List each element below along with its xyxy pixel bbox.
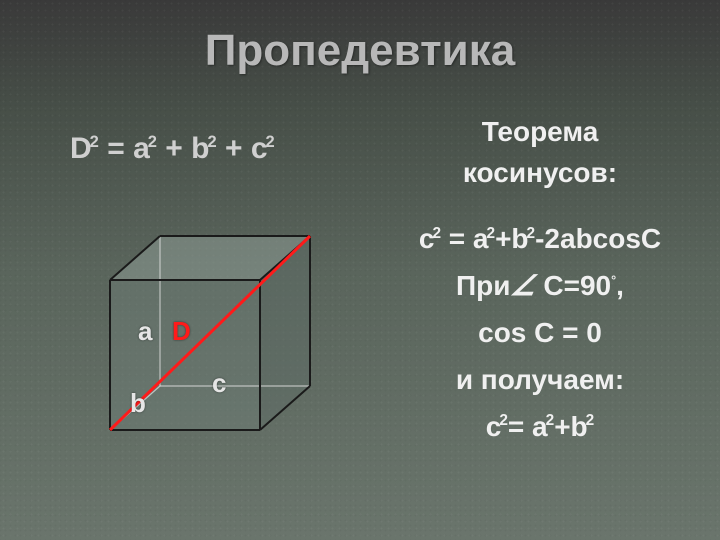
sup-2: 2 [148, 133, 157, 151]
plus: + [554, 411, 570, 442]
sup-2: 2 [586, 412, 595, 429]
post: , [616, 270, 624, 301]
diagonal-formula: D2 = a2 + b2 + c2 [70, 132, 275, 166]
eq: = [99, 132, 133, 165]
pre: При [456, 270, 510, 301]
cube-svg [90, 220, 330, 460]
sup-2: 2 [499, 412, 508, 429]
tail: 2abcosC [544, 223, 661, 254]
plus: + [495, 223, 511, 254]
label-c: c [212, 368, 226, 399]
slide-title: Пропедевтика [0, 26, 720, 76]
cube-figure: a D c b [90, 220, 330, 460]
angle-condition-line: При∠ C=90°, [390, 266, 690, 308]
plus: + [217, 132, 251, 165]
cos-law-line: c2 = a2+b2-2abcosC [390, 219, 690, 260]
and-get-line: и получаем: [390, 360, 690, 401]
sup-2: 2 [432, 225, 441, 242]
b: b [511, 223, 528, 254]
term-D: D [70, 132, 92, 165]
sup-2: 2 [546, 412, 555, 429]
cosine-theorem-block: Теорема косинусов: c2 = a2+b2-2abcosC Пр… [390, 112, 690, 453]
sup-2: 2 [207, 133, 216, 151]
pythagoras-line: c2= a2+b2 [390, 407, 690, 448]
theorem-title: Теорема косинусов: [390, 112, 690, 193]
theorem-title-l1: Теорема [482, 116, 599, 147]
sup-2: 2 [266, 133, 275, 151]
label-b: b [130, 388, 146, 419]
sup-2: 2 [90, 133, 99, 151]
eq: = [508, 411, 532, 442]
sup-2: 2 [487, 225, 496, 242]
sup-2: 2 [527, 225, 536, 242]
mid: C=90 [536, 270, 612, 301]
label-a: a [138, 316, 152, 347]
theorem-title-l2: косинусов: [463, 157, 617, 188]
angle-icon: ∠ [507, 267, 539, 308]
cos-zero-line: cos C = 0 [390, 313, 690, 354]
plus: + [157, 132, 191, 165]
eq: = [441, 223, 473, 254]
label-D: D [172, 316, 191, 347]
